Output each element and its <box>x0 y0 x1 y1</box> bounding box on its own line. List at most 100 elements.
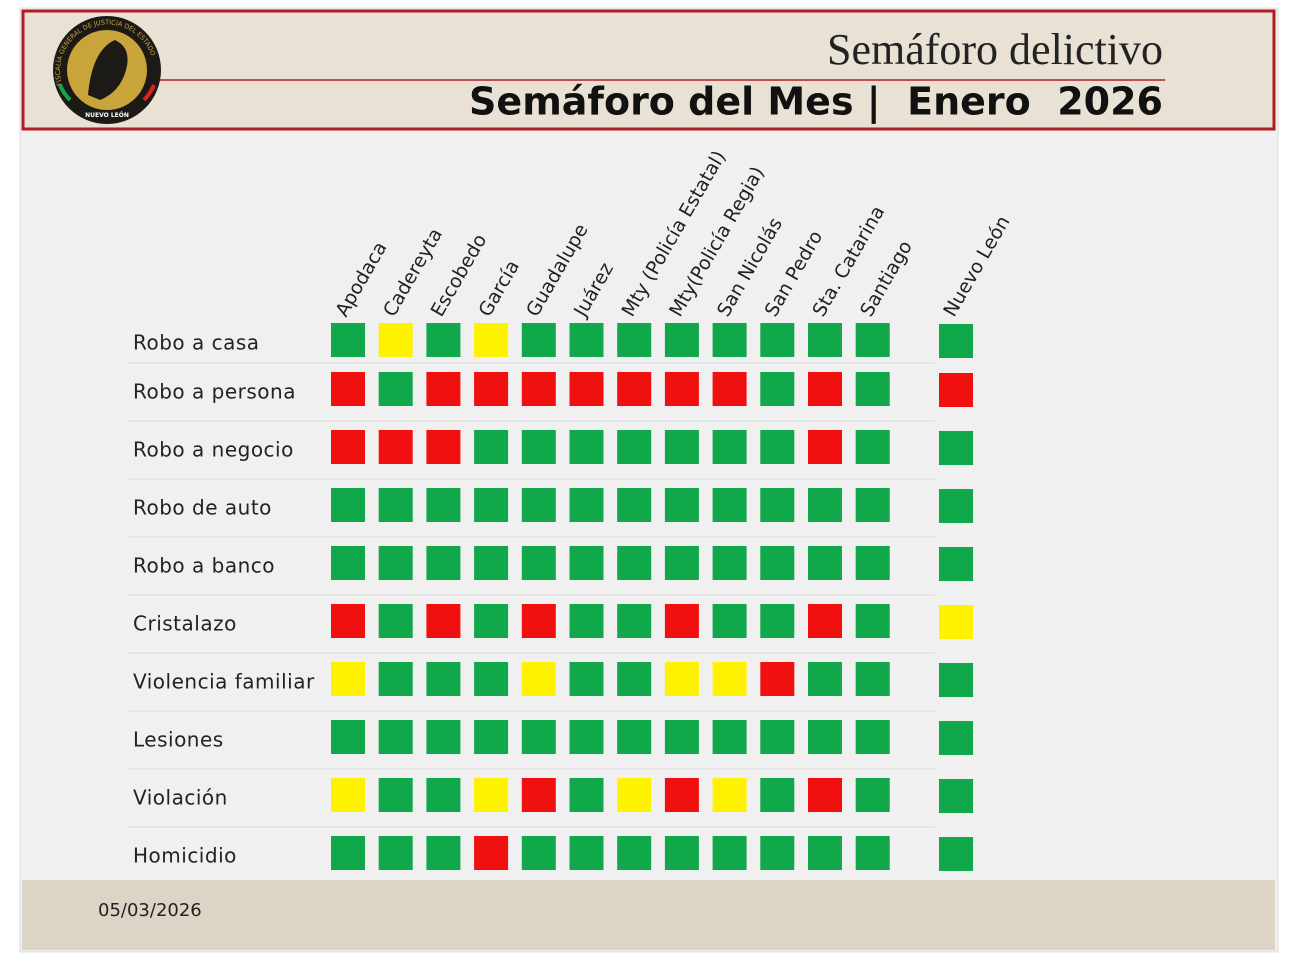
status-cell <box>474 430 509 464</box>
status-cell <box>617 430 652 464</box>
status-cell <box>760 604 795 638</box>
status-cell <box>760 546 795 580</box>
status-cell <box>808 430 842 464</box>
status-cell <box>569 430 604 464</box>
status-cell <box>617 604 652 638</box>
status-cell <box>521 604 556 638</box>
status-cell <box>426 430 461 464</box>
status-cell <box>664 488 699 522</box>
subtitle: Semáforo del Mes | Enero 2026 <box>469 80 1163 125</box>
title: Semáforo delictivo <box>827 25 1163 74</box>
status-cell <box>426 662 461 696</box>
status-cell <box>569 836 604 870</box>
logo: FISCALÍA GENERAL DE JUSTICIA DEL ESTADO … <box>53 16 161 124</box>
status-cell <box>569 323 604 357</box>
status-cell <box>521 720 556 754</box>
status-cell <box>569 720 604 754</box>
status-cell <box>664 430 699 464</box>
logo-lion <box>88 40 128 100</box>
status-cell <box>378 604 413 638</box>
logo-accent <box>142 84 156 102</box>
status-cell <box>712 662 747 696</box>
total-cell <box>939 489 973 523</box>
status-cell <box>521 372 556 406</box>
status-cell <box>331 662 365 696</box>
status-cell <box>855 430 890 464</box>
status-cell <box>331 836 365 870</box>
status-cell <box>712 778 747 812</box>
row-label: Robo a persona <box>133 380 296 404</box>
status-cell <box>331 430 365 464</box>
status-cell <box>521 546 556 580</box>
logo-accent <box>58 84 72 102</box>
status-cell <box>617 546 652 580</box>
status-cell <box>760 720 795 754</box>
status-cell <box>474 662 509 696</box>
status-cell <box>474 720 509 754</box>
status-cell <box>617 778 652 812</box>
status-cell <box>712 546 747 580</box>
status-cell <box>617 323 652 357</box>
status-cell <box>474 778 509 812</box>
status-cell <box>760 488 795 522</box>
status-cell <box>331 372 365 406</box>
status-cell <box>664 836 699 870</box>
status-cell <box>569 546 604 580</box>
status-cell <box>569 778 604 812</box>
status-cell <box>521 662 556 696</box>
status-cell <box>712 430 747 464</box>
status-cell <box>426 323 461 357</box>
status-cell <box>617 720 652 754</box>
status-cell <box>712 836 747 870</box>
status-cell <box>331 546 365 580</box>
total-cell <box>939 605 973 639</box>
total-cell <box>939 779 973 813</box>
status-cell <box>760 323 795 357</box>
status-cell <box>712 372 747 406</box>
row-label: Lesiones <box>133 728 224 752</box>
total-cell <box>939 373 973 407</box>
total-cell <box>939 547 973 581</box>
row-label: Robo a negocio <box>133 438 294 462</box>
status-cell <box>378 778 413 812</box>
status-cell <box>474 372 509 406</box>
status-cell <box>712 488 747 522</box>
status-cell <box>331 604 365 638</box>
row-label: Robo de auto <box>133 496 272 520</box>
status-cell <box>855 604 890 638</box>
status-cell <box>855 836 890 870</box>
footer-date: 05/03/2026 <box>98 900 202 921</box>
status-cell <box>664 323 699 357</box>
status-cell <box>760 836 795 870</box>
status-cell <box>426 604 461 638</box>
status-cell <box>664 720 699 754</box>
status-cell <box>474 546 509 580</box>
row-label: Robo a casa <box>133 331 260 355</box>
status-cell <box>855 546 890 580</box>
status-cell <box>331 778 365 812</box>
status-cell <box>474 836 509 870</box>
status-cell <box>378 546 413 580</box>
status-cell <box>617 488 652 522</box>
header <box>21 9 1276 131</box>
status-cell <box>855 662 890 696</box>
status-cell <box>712 604 747 638</box>
status-cell <box>664 372 699 406</box>
status-cell <box>331 720 365 754</box>
status-cell <box>474 488 509 522</box>
status-cell <box>331 488 365 522</box>
row-label: Violencia familiar <box>133 670 315 694</box>
status-cell <box>569 372 604 406</box>
status-cell <box>760 372 795 406</box>
status-cell <box>521 836 556 870</box>
status-cell <box>808 323 842 357</box>
status-cell <box>712 323 747 357</box>
status-cell <box>378 430 413 464</box>
status-cell <box>569 488 604 522</box>
status-cell <box>378 720 413 754</box>
logo-bottom-text: NUEVO LEÓN <box>85 112 129 119</box>
status-cell <box>521 778 556 812</box>
status-cell <box>808 488 842 522</box>
status-cell <box>664 662 699 696</box>
status-cell <box>664 604 699 638</box>
